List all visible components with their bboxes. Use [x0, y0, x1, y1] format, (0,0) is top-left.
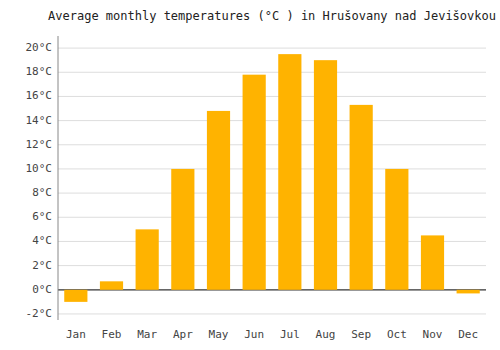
- bar: [171, 169, 194, 290]
- bar: [207, 111, 230, 290]
- x-tick-label: Sep: [351, 328, 371, 341]
- grid-line: [58, 96, 486, 97]
- x-tick-label: Jun: [244, 328, 264, 341]
- bar: [64, 290, 87, 302]
- y-axis-line: [58, 36, 59, 320]
- x-tick-label: Oct: [387, 328, 407, 341]
- y-tick-label: -2°C: [26, 307, 53, 320]
- bar: [421, 235, 444, 289]
- grid-line: [58, 72, 486, 73]
- x-tick-labels: Jan Feb Mar Apr May Jun Jul Aug Sep Oct Nov Dec: [66, 328, 478, 341]
- x-tick-label: Jan: [66, 328, 86, 341]
- bar: [243, 75, 266, 290]
- y-tick-label: 16°C: [26, 89, 53, 102]
- grid-line: [58, 48, 486, 49]
- y-tick-label: 14°C: [26, 114, 53, 127]
- grid: [58, 48, 486, 314]
- grid-line: [58, 193, 486, 194]
- bar: [100, 281, 123, 289]
- y-tick-label: 0°C: [32, 283, 52, 296]
- bar: [278, 54, 301, 290]
- y-tick-label: 10°C: [26, 162, 53, 175]
- y-tick-label: 18°C: [26, 65, 53, 78]
- grid-line: [58, 168, 486, 169]
- x-tick-label: Feb: [102, 328, 122, 341]
- x-tick-label: May: [209, 328, 229, 341]
- grid-line: [58, 144, 486, 145]
- chart-container: Average monthly temperatures (°C ) in Hr…: [0, 0, 500, 350]
- y-tick-labels: -2°C 0°C 2°C 4°C 6°C 8°C 10°C 12°C 14°C 16°C 18°C 2…: [26, 41, 53, 320]
- y-tick-label: 12°C: [26, 138, 53, 151]
- title: Average monthly temperatures (°C ) in Hr…: [48, 9, 496, 23]
- bar: [136, 229, 159, 289]
- grid-line: [58, 120, 486, 121]
- y-tick-label: 4°C: [32, 234, 52, 247]
- x-tick-label: Aug: [316, 328, 336, 341]
- x-tick-label: Dec: [458, 328, 478, 341]
- chart: Average monthly temperatures (°C ) in Hr…: [0, 0, 500, 350]
- bars: [64, 54, 480, 302]
- x-tick-label: Mar: [137, 328, 157, 341]
- x-tick-label: Nov: [423, 328, 443, 341]
- bar: [350, 105, 373, 290]
- y-tick-label: 8°C: [32, 186, 52, 199]
- x-tick-label: Apr: [173, 328, 193, 341]
- y-tick-label: 2°C: [32, 259, 52, 272]
- y-tick-label: 20°C: [26, 41, 53, 54]
- x-tick-label: Jul: [280, 328, 300, 341]
- bar: [385, 169, 408, 290]
- y-tick-label: 6°C: [32, 210, 52, 223]
- bar: [314, 60, 337, 290]
- bar: [457, 290, 480, 294]
- grid-line: [58, 217, 486, 218]
- grid-line: [58, 313, 486, 314]
- page: {"chart_data": {"type": "bar", "title": …: [0, 0, 500, 350]
